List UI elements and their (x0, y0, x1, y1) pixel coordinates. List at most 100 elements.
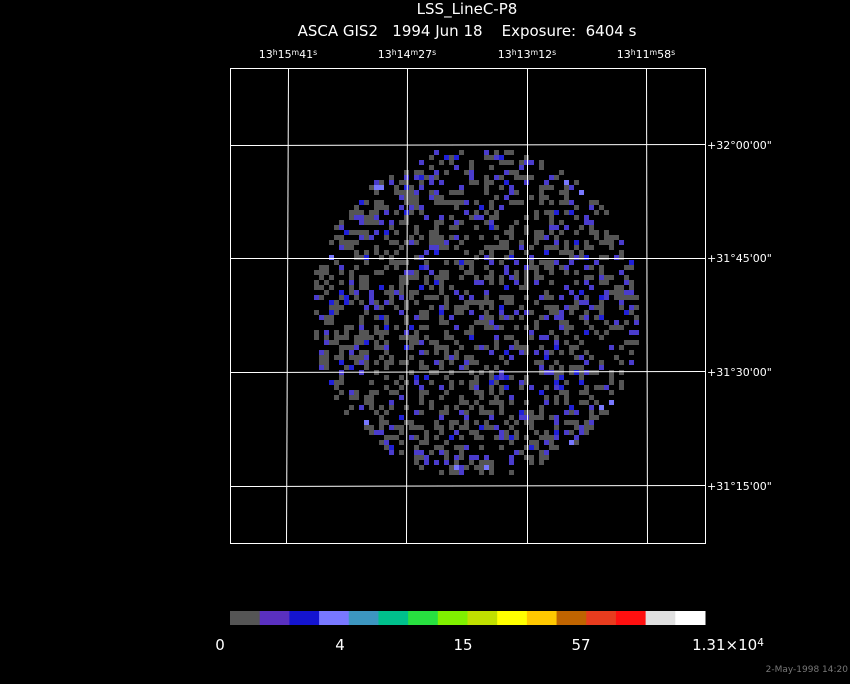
image-pixel (439, 470, 444, 475)
image-pixel (414, 455, 419, 460)
image-pixel (609, 275, 614, 280)
image-pixel (589, 205, 594, 210)
image-pixel (489, 390, 494, 395)
colorbar-segment (586, 611, 617, 625)
image-pixel (539, 165, 544, 170)
image-pixel (464, 200, 469, 205)
image-pixel (464, 355, 469, 360)
image-pixel (584, 320, 589, 325)
image-pixel (544, 350, 549, 355)
image-pixel (444, 270, 449, 275)
image-pixel (489, 350, 494, 355)
image-pixel (509, 455, 514, 460)
image-pixel (564, 305, 569, 310)
image-pixel (574, 355, 579, 360)
image-pixel (489, 200, 494, 205)
colorbar-segment (319, 611, 350, 625)
image-pixel (579, 250, 584, 255)
image-pixel (379, 255, 384, 260)
superscript: h (273, 48, 278, 57)
image-pixel (409, 335, 414, 340)
image-pixel (389, 435, 394, 440)
image-pixel (504, 230, 509, 235)
image-pixel (369, 425, 374, 430)
image-pixel (554, 425, 559, 430)
image-pixel (349, 390, 354, 395)
image-pixel (499, 375, 504, 380)
image-pixel (534, 445, 539, 450)
label-part: 12 (538, 48, 552, 61)
image-pixel (319, 295, 324, 300)
image-pixel (449, 160, 454, 165)
image-pixel (549, 185, 554, 190)
image-pixel (599, 205, 604, 210)
image-pixel (484, 190, 489, 195)
image-pixel (339, 355, 344, 360)
image-pixel (369, 220, 374, 225)
image-pixel (349, 395, 354, 400)
image-pixel (379, 305, 384, 310)
image-pixel (444, 260, 449, 265)
image-pixel (439, 320, 444, 325)
image-pixel (464, 360, 469, 365)
image-pixel (364, 275, 369, 280)
image-pixel (444, 345, 449, 350)
image-pixel (494, 335, 499, 340)
image-pixel (454, 470, 459, 475)
image-pixel (404, 260, 409, 265)
superscript: h (512, 48, 517, 57)
image-pixel (584, 360, 589, 365)
image-pixel (484, 420, 489, 425)
image-pixel (524, 280, 529, 285)
image-pixel (509, 440, 514, 445)
image-pixel (599, 275, 604, 280)
image-pixel (539, 455, 544, 460)
image-pixel (554, 175, 559, 180)
image-pixel (419, 425, 424, 430)
image-pixel (544, 395, 549, 400)
image-pixel (519, 175, 524, 180)
image-pixel (619, 370, 624, 375)
image-pixel (409, 325, 414, 330)
image-pixel (539, 195, 544, 200)
image-pixel (559, 325, 564, 330)
image-pixel (374, 185, 379, 190)
image-pixel (414, 290, 419, 295)
image-pixel (469, 325, 474, 330)
image-pixel (349, 345, 354, 350)
image-pixel (459, 425, 464, 430)
image-pixel (484, 460, 489, 465)
image-pixel (544, 250, 549, 255)
image-pixel (574, 300, 579, 305)
image-pixel (459, 295, 464, 300)
image-pixel (369, 430, 374, 435)
image-pixel (464, 305, 469, 310)
image-pixel (554, 335, 559, 340)
image-pixel (614, 235, 619, 240)
image-pixel (389, 220, 394, 225)
image-pixel (504, 360, 509, 365)
image-pixel (444, 460, 449, 465)
image-pixel (419, 440, 424, 445)
image-pixel (509, 375, 514, 380)
image-pixel (434, 280, 439, 285)
image-pixel (479, 300, 484, 305)
image-pixel (364, 310, 369, 315)
image-pixel (414, 450, 419, 455)
image-pixel (479, 410, 484, 415)
image-pixel (344, 295, 349, 300)
image-pixel (579, 255, 584, 260)
image-pixel (489, 465, 494, 470)
dec-label: +32°00'00" (707, 139, 772, 152)
image-pixel (544, 265, 549, 270)
image-pixel (369, 185, 374, 190)
image-pixel (509, 235, 514, 240)
image-pixel (614, 285, 619, 290)
image-pixel (364, 350, 369, 355)
ra-grid-line (286, 67, 289, 544)
image-pixel (414, 300, 419, 305)
image-pixel (569, 310, 574, 315)
image-pixel (469, 385, 474, 390)
image-pixel (489, 155, 494, 160)
image-pixel (479, 215, 484, 220)
